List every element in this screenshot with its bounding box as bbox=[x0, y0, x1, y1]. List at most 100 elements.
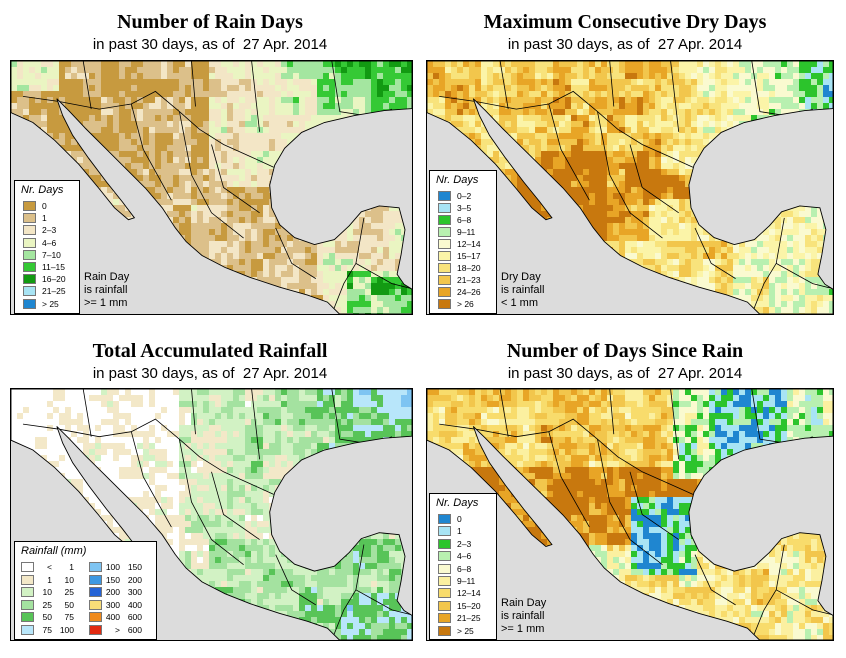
legend-range-low: 50 bbox=[42, 612, 52, 622]
title-total-rainfall: Total Accumulated Rainfall bbox=[92, 340, 328, 362]
legend-swatch bbox=[438, 538, 451, 549]
legend-swatch bbox=[89, 612, 102, 622]
legend-range-low: 100 bbox=[105, 562, 120, 572]
legend-swatch bbox=[21, 612, 34, 622]
legend-swatch bbox=[438, 191, 451, 201]
legend-range-low: 75 bbox=[42, 624, 52, 635]
legend-label: 7–10 bbox=[42, 249, 61, 260]
subtitle-rain-days: in past 30 days, as of 27 Apr. 2014 bbox=[92, 36, 328, 53]
legend-range-high: 300 bbox=[127, 587, 142, 597]
legend-range-low: < bbox=[47, 562, 52, 572]
legend-swatch bbox=[21, 624, 34, 635]
map-total-rainfall: Rainfall (mm) <1 1 10 10 25 25 50 50 75 75 100 100 1… bbox=[10, 388, 413, 641]
legend-swatch bbox=[89, 587, 102, 597]
legend-range-low: 300 bbox=[105, 599, 120, 610]
legend-swatch bbox=[438, 263, 451, 273]
legend-range-low: 10 bbox=[42, 587, 52, 597]
legend-label: 12–14 bbox=[457, 239, 481, 249]
legend-swatch bbox=[21, 587, 34, 597]
legend-range-high: 10 bbox=[64, 574, 74, 585]
legend-range-high: 75 bbox=[64, 612, 74, 622]
legend-rain-days: Nr. Days 0 1 2–3 4–6 7–10 11–15 16–20 21–25 > 25 bbox=[14, 180, 80, 314]
legend-swatch bbox=[89, 599, 102, 610]
legend-label: 0 bbox=[457, 514, 462, 524]
legend-label: 15–17 bbox=[457, 251, 481, 261]
legend-label: 1 bbox=[42, 213, 47, 224]
legend-range-high: 600 bbox=[127, 624, 142, 635]
legend-range-low: 25 bbox=[42, 599, 52, 610]
legend-label: 2–3 bbox=[457, 538, 472, 549]
subtitle-dry-days: in past 30 days, as of 27 Apr. 2014 bbox=[507, 36, 743, 53]
legend-range-low: 400 bbox=[105, 612, 120, 622]
legend-swatch bbox=[438, 215, 451, 225]
legend-swatch bbox=[23, 262, 36, 272]
legend-label: 2–3 bbox=[42, 225, 57, 236]
title-dry-days: Maximum Consecutive Dry Days bbox=[483, 11, 767, 33]
map-days-since-rain: Nr. Days 0 1 2–3 4–6 6–8 9–11 12–14 15–20 21–25 >… bbox=[426, 388, 834, 641]
legend-title: Nr. Days bbox=[436, 497, 479, 509]
legend-label: 21–25 bbox=[457, 613, 481, 624]
legend-swatch bbox=[438, 551, 451, 562]
legend-swatch bbox=[438, 588, 451, 599]
legend-rows: 0 1 2–3 4–6 6–8 9–11 12–14 15–20 21–25 > 25 bbox=[430, 494, 496, 639]
subtitle-total-rainfall: in past 30 days, as of 27 Apr. 2014 bbox=[92, 365, 328, 382]
legend-label: 11–15 bbox=[42, 262, 66, 272]
legend-total-rainfall: Rainfall (mm) <1 1 10 10 25 25 50 50 75 75 100 100 1… bbox=[14, 541, 157, 640]
legend-rows: <1 1 10 10 25 25 50 50 75 75 100 100 150 150 200 200 300… bbox=[15, 542, 156, 639]
legend-note: Rain Day is rainfall >= 1 mm bbox=[501, 597, 546, 636]
legend-note: Rain Day is rainfall >= 1 mm bbox=[84, 271, 129, 310]
map-rain-days: Nr. Days 0 1 2–3 4–6 7–10 11–15 16–20 21–25 > 25… bbox=[10, 60, 413, 315]
legend-swatch bbox=[438, 563, 451, 574]
title-rain-days: Number of Rain Days bbox=[117, 11, 303, 33]
legend-range-high: 25 bbox=[64, 587, 74, 597]
legend-swatch bbox=[23, 225, 36, 236]
legend-label: 9–11 bbox=[457, 576, 476, 586]
legend-label: 15–20 bbox=[457, 600, 481, 611]
legend-label: 0–2 bbox=[457, 191, 472, 201]
legend-swatch bbox=[23, 286, 36, 297]
legend-label: 18–20 bbox=[457, 263, 481, 273]
legend-range-high: 200 bbox=[127, 574, 142, 585]
legend-range-high: 150 bbox=[127, 562, 142, 572]
legend-label: 16–20 bbox=[42, 274, 66, 285]
note-line: is rainfall bbox=[84, 284, 128, 296]
legend-range-low: 150 bbox=[105, 574, 120, 585]
legend-swatch bbox=[21, 562, 34, 572]
legend-range-low: > bbox=[115, 624, 120, 635]
legend-label: 9–11 bbox=[457, 227, 476, 237]
legend-label: 4–6 bbox=[42, 237, 57, 248]
legend-swatch bbox=[89, 624, 102, 635]
legend-swatch bbox=[438, 526, 451, 537]
legend-swatch bbox=[438, 287, 451, 297]
legend-swatch bbox=[21, 599, 34, 610]
legend-dry-days: Nr. Days 0–2 3–5 6–8 9–11 12–14 15–17 18–20 21–… bbox=[429, 170, 497, 314]
legend-label: 6–8 bbox=[457, 215, 472, 225]
legend-range-low: 1 bbox=[47, 574, 52, 585]
legend-label: 12–14 bbox=[457, 588, 481, 599]
legend-range-high: 100 bbox=[59, 624, 74, 635]
legend-label: > 26 bbox=[457, 299, 474, 309]
title-days-since-rain: Number of Days Since Rain bbox=[506, 340, 744, 362]
legend-swatch bbox=[23, 298, 36, 309]
legend-range-high: 400 bbox=[127, 599, 142, 610]
legend-range-high: 50 bbox=[64, 599, 74, 610]
legend-swatch bbox=[438, 239, 451, 249]
legend-swatch bbox=[21, 574, 34, 585]
legend-label: 21–23 bbox=[457, 275, 481, 285]
legend-swatch bbox=[438, 625, 451, 636]
legend-swatch bbox=[438, 275, 451, 285]
legend-days-since-rain: Nr. Days 0 1 2–3 4–6 6–8 9–11 12–14 15–20 21–25 >… bbox=[429, 493, 497, 640]
legend-swatch bbox=[89, 562, 102, 572]
note-line: >= 1 mm bbox=[501, 623, 545, 635]
legend-swatch bbox=[438, 600, 451, 611]
note-line: Rain Day bbox=[501, 597, 547, 609]
legend-swatch bbox=[438, 299, 451, 309]
map-dry-days: Nr. Days 0–2 3–5 6–8 9–11 12–14 15–17 18–20 21–… bbox=[426, 60, 834, 315]
legend-label: 3–5 bbox=[457, 203, 472, 213]
note-line: Dry Day bbox=[501, 271, 541, 283]
note-line: is rainfall bbox=[501, 610, 545, 622]
legend-swatch bbox=[438, 514, 451, 524]
legend-label: 1 bbox=[457, 526, 462, 537]
legend-note: Dry Day is rainfall < 1 mm bbox=[501, 271, 544, 310]
legend-label: 4–6 bbox=[457, 551, 472, 562]
